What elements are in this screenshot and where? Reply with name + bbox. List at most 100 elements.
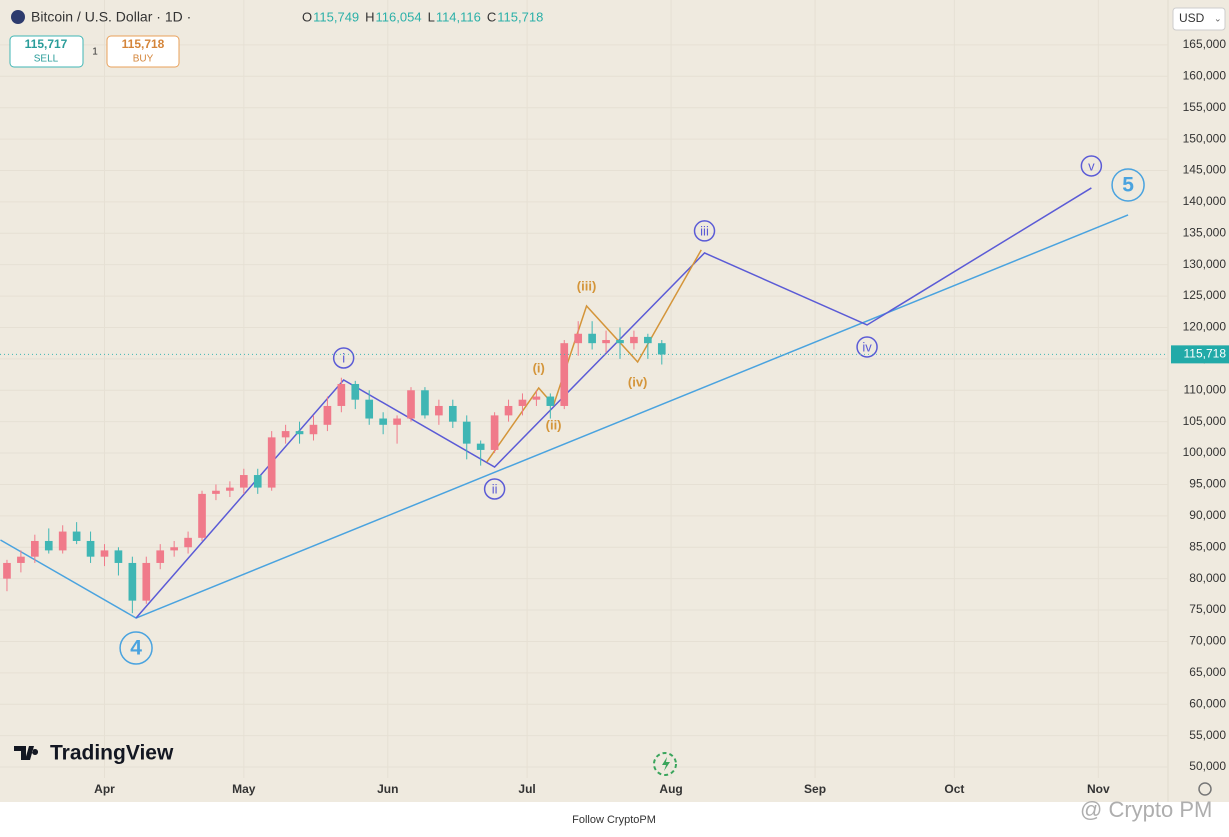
x-tick-label: Jun	[377, 782, 398, 796]
candle-body	[490, 415, 499, 450]
buy-button[interactable]	[106, 35, 180, 68]
y-tick-label: 135,000	[1183, 225, 1227, 239]
candle-body	[602, 340, 610, 344]
x-tick-label: Sep	[804, 782, 826, 796]
x-tick-label: Oct	[944, 782, 964, 796]
candle-body	[504, 405, 513, 416]
last-price-tag	[1171, 345, 1229, 364]
logo-icon	[14, 746, 39, 760]
candle-body	[365, 399, 374, 419]
candle-body	[546, 396, 555, 406]
candle-body	[462, 421, 471, 444]
wave-label-circle	[856, 336, 878, 358]
y-tick-label: 90,000	[1189, 508, 1226, 522]
y-tick-label: 120,000	[1183, 320, 1227, 334]
candle-body	[323, 405, 332, 425]
y-tick-label: 165,000	[1183, 37, 1227, 51]
wave-label-circle	[693, 220, 716, 242]
y-tick-label: 155,000	[1183, 100, 1227, 114]
y-tick-label: 60,000	[1189, 696, 1226, 710]
y-tick-label: 130,000	[1183, 257, 1227, 271]
wave-line	[135, 187, 1092, 619]
wave-label: 4	[130, 637, 142, 660]
candle-body	[44, 540, 53, 551]
x-tick-label: Apr	[94, 782, 115, 796]
candle-body	[518, 399, 527, 406]
wave-label: (ii)	[546, 417, 562, 432]
symbol: Bitcoin / U.S. Dollar · 1D ·	[31, 9, 191, 25]
candle-body	[239, 475, 248, 488]
sell-label[interactable]: SELL	[34, 54, 59, 65]
sell-price[interactable]: 115,717	[25, 37, 68, 51]
wave-label: (iv)	[628, 374, 648, 389]
wave-label-circle	[1080, 155, 1103, 177]
last-price-label: 115,718	[1184, 347, 1227, 361]
wave-label: iv	[862, 339, 872, 354]
candle-body	[295, 431, 304, 435]
y-tick-label: 140,000	[1183, 194, 1227, 208]
candle-body	[281, 431, 290, 438]
x-tick-label: Aug	[659, 782, 682, 796]
y-tick-label: 70,000	[1189, 634, 1226, 648]
buy-label[interactable]: BUY	[133, 54, 154, 65]
candle-body	[184, 537, 192, 548]
candle-body	[30, 540, 39, 557]
candle-body	[72, 531, 81, 541]
footer-caption: Follow CryptoPM	[572, 814, 656, 826]
y-tick-label: 150,000	[1183, 131, 1227, 145]
replay-icon-bolt[interactable]	[662, 757, 670, 771]
buy-price[interactable]: 115,718	[122, 37, 165, 51]
candle-body	[128, 562, 137, 601]
settings-icon[interactable]	[1198, 782, 1212, 796]
currency[interactable]: USD	[1179, 11, 1205, 25]
currency-box[interactable]	[1172, 7, 1226, 31]
y-tick-label: 105,000	[1183, 414, 1227, 428]
y-tick-label: 65,000	[1189, 665, 1226, 679]
candle-body	[226, 487, 234, 491]
candle-body	[588, 333, 596, 344]
x-tick-label: Nov	[1087, 782, 1110, 796]
currency-caret[interactable]: ⌄	[1214, 13, 1222, 23]
candle-body	[170, 547, 178, 551]
candle-body	[657, 343, 666, 355]
candle-body	[560, 343, 569, 406]
ohlc-key: O	[302, 9, 312, 24]
y-tick-label: 50,000	[1189, 759, 1226, 773]
wave-label-circle	[119, 631, 153, 665]
candle-body	[100, 550, 109, 557]
candle-body	[198, 493, 206, 538]
watermark: @ Crypto PM	[1080, 797, 1212, 822]
spread: 1	[92, 47, 98, 58]
candle-body	[448, 405, 457, 422]
logo: TradingView	[50, 742, 174, 765]
candle-body	[267, 437, 276, 488]
candle-body	[393, 418, 401, 425]
candle-body	[379, 418, 387, 425]
candle-body	[253, 475, 262, 488]
y-tick-label: 100,000	[1183, 445, 1227, 459]
candle-body	[114, 550, 123, 563]
candle-body	[86, 540, 95, 557]
candle-body	[156, 550, 165, 563]
ohlc-value: 115,718	[497, 9, 543, 24]
sell-button[interactable]	[9, 35, 84, 68]
wave-label: 5	[1122, 173, 1134, 196]
y-tick-label: 110,000	[1184, 382, 1227, 396]
replay-icon[interactable]	[653, 752, 677, 776]
candle-body	[351, 383, 360, 400]
wave-label: (iii)	[577, 278, 597, 293]
wave-line	[0, 214, 1129, 619]
candle-body	[142, 562, 151, 601]
candle-body	[421, 390, 429, 416]
wave-label: i	[342, 350, 345, 365]
symbol-icon	[11, 10, 25, 24]
wave-label-circle	[332, 347, 355, 369]
wave-label-circle	[483, 478, 506, 500]
wave-label: v	[1088, 158, 1095, 173]
x-tick-label: May	[232, 782, 256, 796]
candle-body	[630, 336, 638, 344]
candle-body	[337, 383, 346, 406]
candle-body	[574, 333, 583, 344]
